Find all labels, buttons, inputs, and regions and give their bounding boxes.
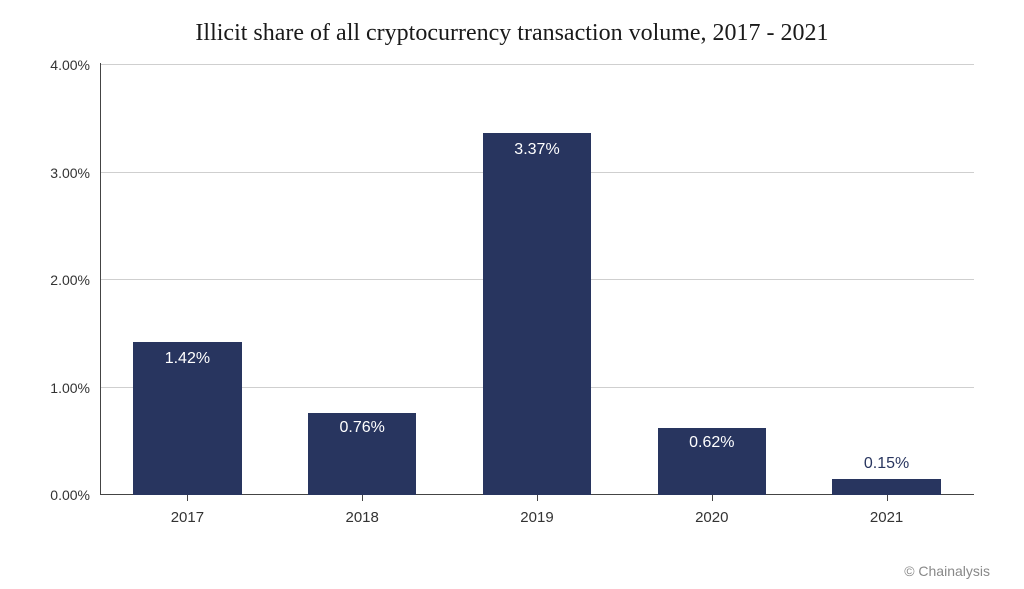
x-tick-mark — [712, 495, 713, 501]
x-tick-label: 2019 — [520, 509, 553, 526]
bar-2021: 0.15% — [832, 479, 940, 495]
y-tick-label: 0.00% — [50, 487, 100, 503]
bar-2019: 3.37% — [483, 133, 591, 495]
bars-row: 1.42% 2017 0.76% 2018 3.37% 2019 — [100, 65, 974, 495]
bar-value-label: 0.76% — [340, 419, 385, 437]
x-tick-mark — [537, 495, 538, 501]
x-tick-mark — [887, 495, 888, 501]
x-tick-mark — [362, 495, 363, 501]
x-tick-label: 2018 — [346, 509, 379, 526]
bar-2018: 0.76% — [308, 413, 416, 495]
bar-slot-2020: 0.62% 2020 — [624, 65, 799, 495]
attribution: © Chainalysis — [904, 563, 990, 579]
x-tick-label: 2021 — [870, 509, 903, 526]
bar-slot-2019: 3.37% 2019 — [450, 65, 625, 495]
chart-container: Illicit share of all cryptocurrency tran… — [0, 0, 1024, 589]
bar-slot-2017: 1.42% 2017 — [100, 65, 275, 495]
bar-value-label: 0.62% — [689, 434, 734, 452]
y-tick-label: 2.00% — [50, 272, 100, 288]
x-tick-mark — [187, 495, 188, 501]
bar-slot-2018: 0.76% 2018 — [275, 65, 450, 495]
y-tick-label: 1.00% — [50, 380, 100, 396]
bar-value-label: 0.15% — [864, 455, 909, 473]
bar-value-label: 3.37% — [514, 141, 559, 159]
bar-value-label: 1.42% — [165, 350, 210, 368]
bar-slot-2021: 0.15% 2021 — [799, 65, 974, 495]
x-tick-label: 2020 — [695, 509, 728, 526]
x-tick-label: 2017 — [171, 509, 204, 526]
bar-2020: 0.62% — [658, 428, 766, 495]
y-tick-label: 4.00% — [50, 57, 100, 73]
bar-2017: 1.42% — [133, 342, 241, 495]
chart-title: Illicit share of all cryptocurrency tran… — [40, 20, 984, 47]
plot-area: 4.00% 3.00% 2.00% 1.00% 0.00% 1.42% 2017 — [100, 65, 974, 495]
y-tick-label: 3.00% — [50, 165, 100, 181]
